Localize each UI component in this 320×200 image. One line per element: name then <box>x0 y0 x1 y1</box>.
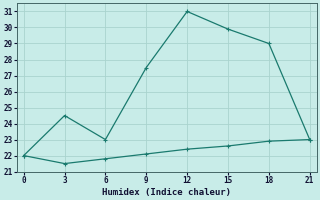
X-axis label: Humidex (Indice chaleur): Humidex (Indice chaleur) <box>102 188 231 197</box>
